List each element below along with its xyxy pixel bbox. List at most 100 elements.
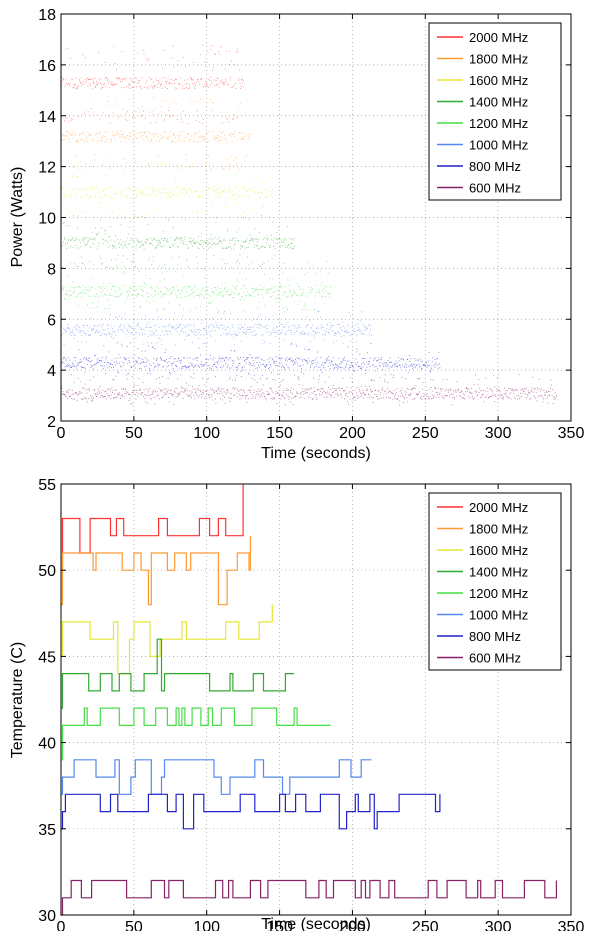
data-point [317, 327, 319, 329]
data-point [88, 357, 90, 359]
data-point [124, 194, 126, 196]
data-point [450, 388, 452, 390]
data-point [500, 394, 502, 396]
data-point [319, 375, 320, 377]
data-point [160, 196, 162, 198]
data-point [254, 191, 256, 193]
data-point [210, 368, 212, 369]
data-point [220, 366, 222, 368]
data-point [189, 365, 190, 367]
data-point [71, 286, 73, 288]
data-point [131, 328, 133, 330]
data-point [210, 233, 212, 235]
data-point [143, 194, 145, 196]
data-point [405, 394, 407, 396]
data-point [114, 325, 115, 327]
data-point [219, 240, 221, 241]
data-point [264, 237, 266, 239]
data-point [267, 377, 268, 379]
data-point [356, 335, 358, 337]
data-point [211, 287, 213, 289]
data-point [183, 238, 185, 240]
data-point [128, 82, 130, 84]
data-point [62, 361, 63, 363]
data-point [252, 360, 254, 361]
data-point [158, 387, 160, 389]
data-point [75, 391, 77, 393]
data-point [235, 186, 237, 188]
data-point [90, 84, 91, 86]
data-point [132, 328, 134, 330]
data-point [251, 357, 253, 359]
data-point [347, 346, 349, 348]
data-point [184, 236, 186, 238]
data-point [335, 389, 337, 391]
data-point [79, 80, 81, 82]
data-point [90, 237, 91, 239]
data-point [260, 188, 262, 190]
data-point [172, 363, 174, 364]
data-point [217, 78, 219, 80]
data-point [524, 388, 525, 390]
data-point [92, 88, 94, 90]
data-point [176, 388, 178, 389]
data-point [248, 187, 250, 189]
data-point [271, 388, 273, 390]
data-point [373, 358, 375, 360]
data-point [476, 390, 478, 392]
data-point [197, 365, 199, 367]
data-point [383, 390, 385, 392]
data-point [309, 340, 311, 342]
data-point [79, 293, 81, 294]
data-point [117, 357, 118, 359]
data-point [220, 318, 222, 320]
data-point [249, 180, 251, 182]
data-point [110, 294, 112, 296]
temperature-line [61, 793, 441, 830]
data-point [314, 332, 316, 334]
data-point [205, 243, 207, 245]
data-point [147, 194, 149, 196]
data-point [235, 157, 237, 159]
y-tick-label: 10 [38, 211, 56, 228]
data-point [276, 238, 278, 240]
data-point [449, 396, 451, 398]
data-point [286, 246, 288, 248]
data-point [403, 401, 405, 403]
x-tick-label: 250 [412, 425, 439, 442]
data-point [143, 53, 145, 55]
data-point [478, 392, 480, 394]
data-point [287, 366, 289, 368]
data-point [203, 182, 205, 184]
data-point [75, 237, 77, 239]
data-point [163, 392, 165, 394]
data-point [255, 367, 257, 369]
data-point [517, 395, 519, 397]
data-point [84, 289, 86, 291]
data-point [201, 393, 203, 395]
data-point [107, 247, 109, 249]
data-point [169, 135, 171, 137]
y-tick-label: 40 [38, 736, 56, 753]
data-point [367, 352, 368, 354]
data-point [102, 290, 104, 292]
data-point [292, 344, 293, 346]
data-point [267, 239, 268, 241]
data-point [181, 368, 183, 370]
data-point [317, 351, 318, 353]
data-point [178, 136, 180, 138]
data-point [514, 389, 516, 391]
data-point [459, 395, 461, 397]
data-point [121, 395, 123, 397]
data-point [161, 137, 163, 139]
data-point [333, 342, 335, 344]
data-point [172, 227, 174, 228]
data-point [164, 131, 166, 133]
data-point [500, 397, 502, 398]
data-point [186, 192, 188, 194]
data-point [249, 354, 251, 356]
data-point [144, 188, 146, 190]
data-point [129, 203, 131, 205]
data-point [131, 392, 133, 394]
data-point [238, 324, 240, 326]
